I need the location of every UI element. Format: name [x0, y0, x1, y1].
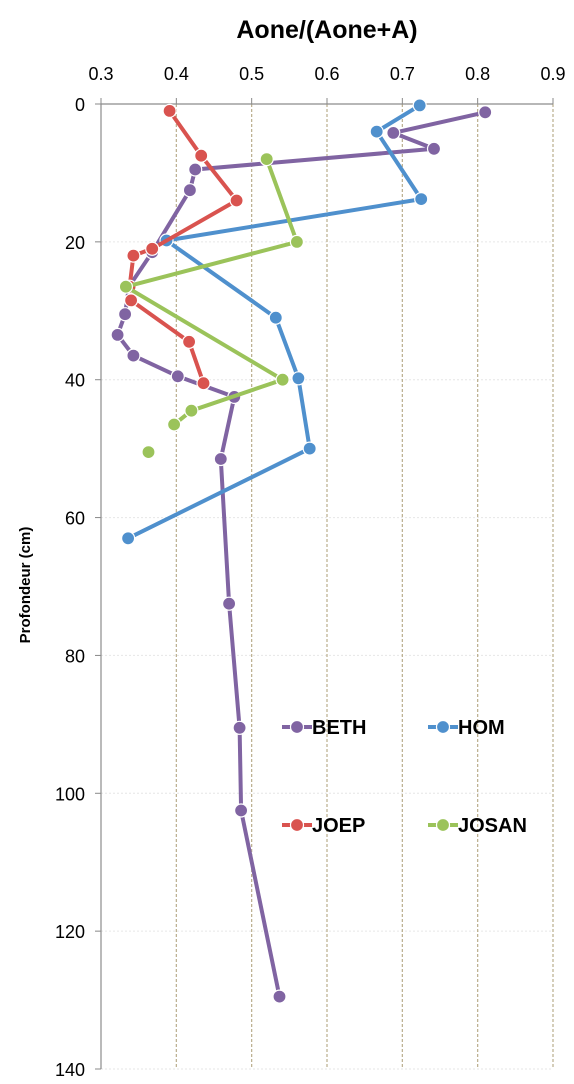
legend-item-beth: BETH: [282, 717, 366, 739]
legend-label: BETH: [312, 717, 366, 739]
data-point: [302, 441, 317, 456]
data-point: [478, 105, 493, 120]
y-tick-label: 40: [65, 371, 85, 391]
legend-label: JOSAN: [458, 815, 527, 837]
data-point: [275, 372, 290, 387]
data-point: [184, 403, 199, 418]
data-point: [121, 531, 136, 546]
series-line: [126, 103, 424, 541]
data-point: [110, 327, 125, 342]
x-tick-label: 0.4: [164, 64, 189, 84]
data-point: [291, 371, 306, 386]
data-point: [232, 720, 247, 735]
series-hom: [121, 98, 429, 546]
data-point: [213, 451, 228, 467]
data-point: [188, 162, 203, 177]
data-point: [259, 152, 274, 167]
data-point: [170, 369, 185, 384]
legend-swatch-marker: [435, 817, 451, 833]
data-point: [145, 241, 160, 256]
data-point: [162, 103, 177, 119]
legend-swatch-marker: [435, 719, 451, 735]
data-point: [141, 445, 156, 460]
legend: BETH HOM JOEP JOSAN: [282, 717, 527, 837]
data-point: [268, 310, 283, 325]
y-tick-label: 20: [65, 233, 85, 253]
plot-area: [110, 98, 493, 1004]
y-tick-label: 100: [55, 784, 85, 804]
y-tick-label: 80: [65, 646, 85, 666]
grid: [101, 104, 554, 1070]
x-tick-label: 0.6: [314, 64, 339, 84]
data-point: [412, 98, 427, 113]
legend-item-joep: JOEP: [282, 815, 365, 837]
y-axis-title: Profondeur (cm): [17, 527, 34, 644]
data-point: [167, 417, 182, 432]
data-point: [182, 334, 197, 349]
data-point: [386, 125, 401, 140]
legend-item-hom: HOM: [428, 717, 505, 739]
data-point: [182, 183, 197, 198]
data-point: [234, 803, 249, 818]
data-point: [426, 141, 442, 156]
data-point: [194, 148, 209, 163]
legend-swatch-marker: [289, 817, 305, 833]
data-point: [126, 248, 141, 263]
data-point: [117, 307, 133, 322]
data-point: [222, 596, 237, 611]
axes: Aone/(Aone+A) Profondeur (cm) 0 20 40 60 80 1…: [17, 16, 566, 1080]
y-tick-label: 60: [65, 509, 85, 529]
data-point: [272, 989, 287, 1004]
x-tick-label: 0.8: [465, 64, 490, 84]
data-point: [118, 279, 134, 294]
y-tick-label: 120: [55, 922, 85, 942]
legend-swatch-marker: [289, 719, 305, 735]
x-axis-title: Aone/(Aone+A): [236, 16, 417, 44]
y-tick-label: 0: [75, 95, 85, 115]
x-tick-label: 0.9: [540, 64, 565, 84]
y-tick-label: 140: [55, 1060, 85, 1080]
data-point: [126, 348, 141, 363]
legend-item-josan: JOSAN: [428, 815, 527, 837]
legend-label: HOM: [458, 717, 505, 739]
data-point: [196, 376, 211, 391]
series-joep: [122, 103, 244, 391]
data-point: [289, 234, 304, 249]
data-point: [369, 124, 384, 139]
legend-label: JOEP: [312, 815, 365, 837]
data-point: [414, 192, 429, 207]
data-point: [229, 193, 244, 208]
x-tick-label: 0.5: [239, 64, 264, 84]
data-point: [124, 293, 139, 308]
series-josan: [118, 152, 304, 460]
x-tick-label: 0.7: [390, 64, 415, 84]
x-tick-label: 0.3: [88, 64, 113, 84]
series-line: [123, 157, 299, 427]
